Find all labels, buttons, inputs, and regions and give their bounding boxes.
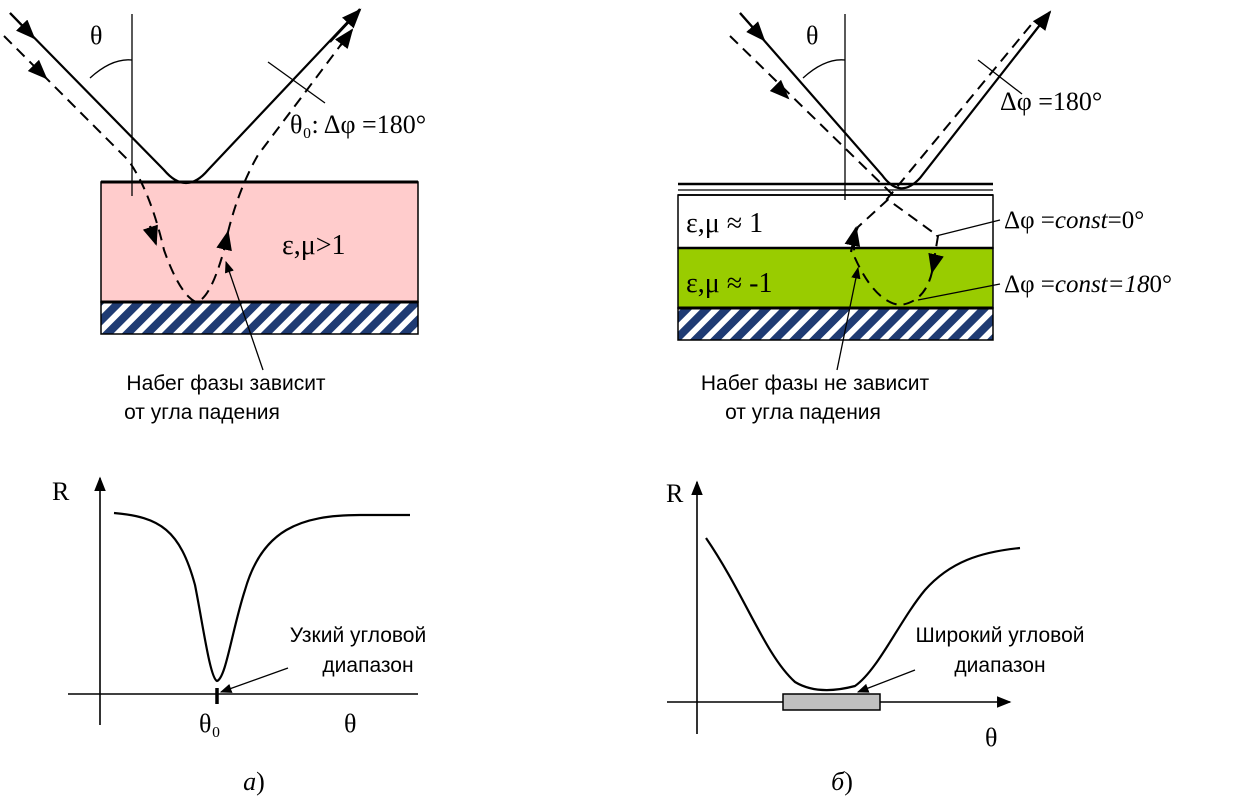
range-pointer-b xyxy=(856,669,916,693)
phase-note-line2-b: от угла падения xyxy=(725,401,881,424)
wavefront-tick-a xyxy=(267,61,326,104)
range-label-line1-b: Широкий угловой xyxy=(915,624,1084,647)
medium-label-a: ε,μ>1 xyxy=(282,230,346,261)
phase-annotation-b: Δφ =180° xyxy=(1000,87,1102,116)
x-axis-label-a: θ xyxy=(344,709,356,738)
angle-arc-a xyxy=(89,59,133,79)
range-pointer-a xyxy=(219,667,289,693)
substrate-a xyxy=(100,301,419,335)
phase-note-line2-a: от угла падения xyxy=(124,401,280,424)
pointer-line-b3 xyxy=(836,266,861,371)
phase-const-180-suffix: 0° xyxy=(1150,271,1173,298)
angle-label-b: θ xyxy=(806,21,818,50)
caption-a: а) xyxy=(243,767,265,796)
layer1-label-b: ε,μ ≈ 1 xyxy=(686,208,763,239)
dashed-ray-a xyxy=(3,29,353,304)
dashed-ray-b xyxy=(729,19,1036,307)
phase-const-180-italic: const=18 xyxy=(1055,271,1150,298)
phase-note-line1-a: Набег фазы зависит xyxy=(126,372,326,395)
caption-a-letter: а xyxy=(243,767,256,796)
theta0-label-a: θ₀ xyxy=(199,709,221,738)
phase-const-zero-prefix: Δφ = xyxy=(1004,207,1055,234)
caption-b: б) xyxy=(831,767,853,796)
phase-const-zero-suffix: =0° xyxy=(1108,207,1145,234)
phase-annotation-a: θ₀: Δφ =180° xyxy=(290,110,426,139)
plot-a: R θ θ₀ Узкий угловой диапазон xyxy=(52,476,426,738)
y-axis-label-a: R xyxy=(52,477,70,506)
caption-a-paren: ) xyxy=(256,767,265,796)
phase-note-line1-b: Набег фазы не зависит xyxy=(701,372,930,395)
pointer-line-b1 xyxy=(935,219,1001,237)
plot-b: R θ Широкий угловой диапазон xyxy=(666,479,1085,752)
range-label-line2-b: диапазон xyxy=(954,654,1045,677)
angle-label-a: θ xyxy=(90,21,102,50)
caption-b-letter: б xyxy=(831,767,845,796)
pointer-line-b2 xyxy=(917,283,1001,301)
caption-b-paren: ) xyxy=(844,767,853,796)
phase-const-zero-italic: const xyxy=(1055,207,1109,234)
angle-arc-b xyxy=(802,59,846,79)
range-label-line1-a: Узкий угловой xyxy=(290,624,426,647)
pointer-line-a xyxy=(224,260,264,371)
solid-ray-a xyxy=(9,8,361,185)
reflectance-curve-b xyxy=(705,537,1021,692)
wavefront-tick-b xyxy=(977,59,1023,95)
angular-range-box-b xyxy=(782,693,881,711)
panel-a-diagram: θ θ₀: Δφ =180° ε,μ>1 Набег фазы зависит … xyxy=(3,8,426,424)
phase-const-180-prefix: Δφ = xyxy=(1004,271,1055,298)
phase-const-zero-b: Δφ =const=0° xyxy=(1004,207,1144,234)
substrate-b xyxy=(677,307,994,341)
solid-ray-b xyxy=(739,11,1051,190)
reflectance-curve-a xyxy=(113,511,410,683)
y-axis-label-b: R xyxy=(666,479,684,508)
layer2-label-b: ε,μ ≈ -1 xyxy=(686,268,772,299)
range-label-line2-a: диапазон xyxy=(322,654,413,677)
panel-b-diagram: θ Δφ =180° ε,μ ≈ 1 ε,μ ≈ -1 Δφ =const=0°… xyxy=(677,10,1172,424)
phase-const-180-b: Δφ =const=180° xyxy=(1004,271,1172,298)
x-axis-label-b: θ xyxy=(985,723,997,752)
